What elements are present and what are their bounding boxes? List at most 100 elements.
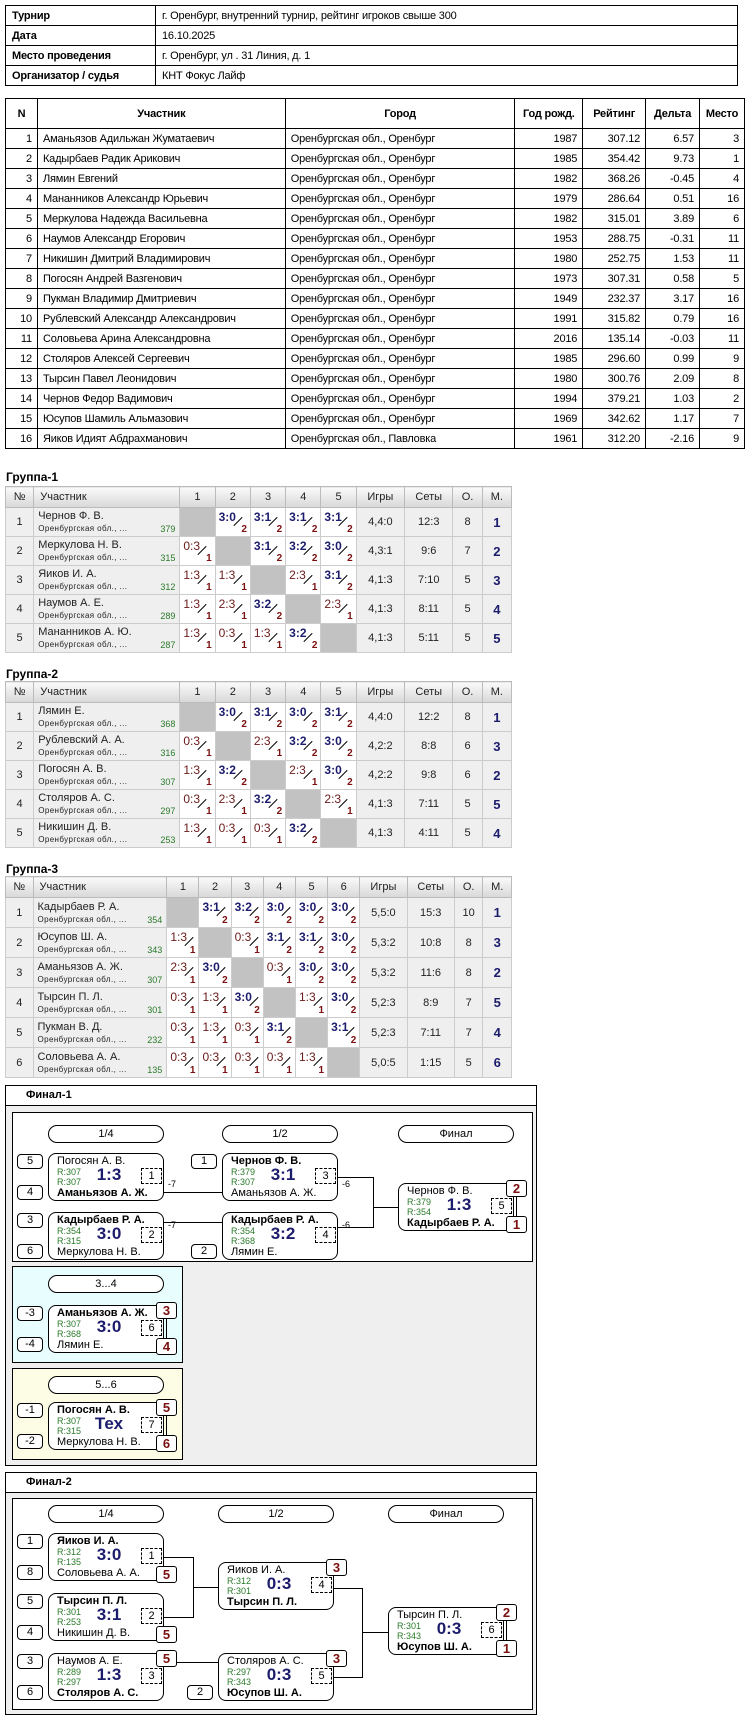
match-result-cell[interactable]: 0:3 1 xyxy=(249,818,287,848)
player-1-name[interactable]: Чернов Ф. В. xyxy=(407,1185,473,1197)
match-result-cell[interactable]: 1:3 1 xyxy=(179,760,216,790)
table-row[interactable]: 5 Меркулова Надежда Васильевна Оренбургска… xyxy=(5,208,745,229)
table-row[interactable]: 11 Соловьева Арина Александровна Оренбургс… xyxy=(5,328,745,349)
match-result-cell[interactable]: 1:3 1 xyxy=(179,623,216,653)
player-name[interactable]: Пукман В. Д. xyxy=(37,1020,103,1033)
match-result-cell[interactable]: 0:3 1 xyxy=(179,536,216,566)
player-1-name[interactable]: Погосян А. В. xyxy=(57,1155,126,1167)
match-result-cell[interactable]: 3:0 2 xyxy=(327,927,361,958)
match-result-cell[interactable]: 0:3 1 xyxy=(214,818,251,848)
player-2-name[interactable]: Аманьязов А. Ж. xyxy=(57,1187,148,1199)
match-result-cell[interactable]: 3:1 2 xyxy=(285,507,322,537)
match-result-cell[interactable]: 0:3 1 xyxy=(230,1047,264,1078)
group-player-cell[interactable]: Рублевский А. А. Оренбургская обл., ... 31… xyxy=(33,731,181,761)
player-2-name[interactable]: Аманьязов А. Ж. xyxy=(231,1187,317,1199)
match-result-cell[interactable]: 3:0 2 xyxy=(230,987,264,1018)
match-result-cell[interactable]: 0:3 1 xyxy=(230,1017,264,1048)
player-1-name[interactable]: Аманьязов А. Ж. xyxy=(57,1307,148,1319)
bracket-match[interactable]: Наумов А. Е. R:289 1:3 R:297 Столяров А. С. 3 xyxy=(48,1653,164,1701)
group-row[interactable]: 2 Юсупов Ш. А. Оренбургская обл., ... 343 1:… xyxy=(5,927,512,958)
match-result-cell[interactable]: 1:3 1 xyxy=(249,623,287,653)
group-player-cell[interactable]: Пукман В. Д. Оренбургская обл., ... 232 xyxy=(32,1017,168,1048)
player-2-name[interactable]: Лямин Е. xyxy=(57,1339,104,1351)
match-result-cell[interactable]: 3:0 2 xyxy=(320,760,357,790)
group-player-cell[interactable]: Меркулова Н. В. Оренбургская обл., ... 315 xyxy=(33,536,181,566)
player-1-name[interactable]: Яиков И. А. xyxy=(57,1535,119,1547)
bracket-match[interactable]: Аманьязов А. Ж. R:307 3:0 R:368 Лямин Е. 6 xyxy=(48,1305,164,1353)
match-result-cell[interactable]: 3:1 2 xyxy=(327,1017,361,1048)
player-1-name[interactable]: Погосян А. В. xyxy=(57,1404,130,1416)
group-player-cell[interactable]: Лямин Е. Оренбургская обл., ... 368 xyxy=(33,702,181,732)
match-result-cell[interactable]: 3:0 2 xyxy=(327,957,361,988)
bracket-match[interactable]: Погосян А. В. R:307 1:3 R:307 Аманьязов А. Ж… xyxy=(48,1153,164,1201)
player-2-name[interactable]: Соловьева А. А. xyxy=(57,1567,140,1579)
group-row[interactable]: 1 Лямин Е. Оренбургская обл., ... 368 3:0 2 3:… xyxy=(4,702,513,732)
group-player-cell[interactable]: Мананников А. Ю. Оренбургская обл., ... 28… xyxy=(33,623,181,653)
bracket-match[interactable]: Кадырбаев Р. А. R:354 3:0 R:315 Меркулова Н.… xyxy=(48,1212,164,1260)
group-row[interactable]: 6 Соловьева А. А. Оренбургская обл., ... 13… xyxy=(5,1047,512,1078)
group-row[interactable]: 3 Погосян А. В. Оренбургская обл., ... 307 1… xyxy=(4,760,513,790)
group-player-cell[interactable]: Наумов А. Е. Оренбургская обл., ... 289 xyxy=(33,594,181,624)
table-row[interactable]: 10 Рублевский Александр Александрович Орен… xyxy=(5,308,745,329)
player-name[interactable]: Юсупов Ш. А. xyxy=(37,930,108,943)
player-name[interactable]: Кадырбаев Р. А. xyxy=(37,900,120,913)
bracket-match[interactable]: Чернов Ф. В. R:379 3:1 R:307 Аманьязов А. Ж.… xyxy=(222,1153,338,1201)
table-row[interactable]: 9 Пукман Владимир Дмитриевич Оренбургская … xyxy=(5,288,745,309)
group-row[interactable]: 3 Яиков И. А. Оренбургская обл., ... 312 1:3… xyxy=(4,565,513,595)
player-2-name[interactable]: Меркулова Н. В. xyxy=(57,1436,141,1448)
group-row[interactable]: 3 Аманьязов А. Ж. Оренбургская обл., ... 30… xyxy=(5,957,512,988)
match-result-cell[interactable]: 3:1 2 xyxy=(249,536,287,566)
group-player-cell[interactable]: Кадырбаев Р. А. Оренбургская обл., ... 354 xyxy=(32,897,168,928)
group-player-cell[interactable]: Чернов Ф. В. Оренбургская обл., ... 379 xyxy=(33,507,181,537)
bracket-match[interactable]: Столяров А. С. R:297 0:3 R:343 Юсупов Ш. А. 5 xyxy=(218,1653,334,1701)
match-result-cell[interactable]: 2:3 1 xyxy=(320,789,357,819)
match-result-cell[interactable]: 1:3 1 xyxy=(294,1047,329,1078)
match-result-cell[interactable]: 2:3 1 xyxy=(249,731,287,761)
match-result-cell[interactable]: 3:0 2 xyxy=(214,702,251,732)
match-result-cell[interactable]: 3:1 2 xyxy=(294,927,329,958)
player-1-name[interactable]: Яиков И. А. xyxy=(227,1564,286,1576)
match-result-cell[interactable]: 3:2 2 xyxy=(249,789,287,819)
group-row[interactable]: 1 Кадырбаев Р. А. Оренбургская обл., ... 35… xyxy=(5,897,512,928)
match-result-cell[interactable]: 3:0 2 xyxy=(214,507,251,537)
player-2-name[interactable]: Юсупов Ш. А. xyxy=(227,1687,302,1699)
group-player-cell[interactable]: Тырсин П. Л. Оренбургская обл., ... 301 xyxy=(32,987,168,1018)
player-2-name[interactable]: Столяров А. С. xyxy=(57,1687,139,1699)
group-player-cell[interactable]: Аманьязов А. Ж. Оренбургская обл., ... 307 xyxy=(32,957,168,988)
player-name[interactable]: Наумов А. Е. xyxy=(38,597,104,609)
players-column-header[interactable]: Место xyxy=(699,98,745,129)
match-result-cell[interactable]: 2:3 1 xyxy=(285,565,322,595)
table-row[interactable]: 1 Аманьязов Адильжан Жуматаевич Оренбургск… xyxy=(5,128,745,149)
player-2-name[interactable]: Юсупов Ш. А. xyxy=(397,1641,472,1653)
match-result-cell[interactable]: 3:2 2 xyxy=(249,594,287,624)
group-row[interactable]: 5 Пукман В. Д. Оренбургская обл., ... 232 0:… xyxy=(5,1017,512,1048)
match-result-cell[interactable]: 3:1 2 xyxy=(262,927,296,958)
match-result-cell[interactable]: 3:0 2 xyxy=(320,731,357,761)
match-result-cell[interactable]: 3:2 2 xyxy=(285,536,322,566)
match-result-cell[interactable]: 1:3 1 xyxy=(179,594,216,624)
table-row[interactable]: 7 Никишин Дмитрий Владимирович Оренбургска… xyxy=(5,248,745,269)
player-1-name[interactable]: Тырсин П. Л. xyxy=(397,1609,463,1621)
player-name[interactable]: Мананников А. Ю. xyxy=(38,626,132,638)
match-result-cell[interactable]: 1:3 1 xyxy=(179,565,216,595)
match-result-cell[interactable]: 3:2 2 xyxy=(214,760,251,790)
bracket-match[interactable]: Погосян А. В. R:307 Тех R:315 Меркулова Н. В… xyxy=(48,1402,164,1450)
group-row[interactable]: 2 Меркулова Н. В. Оренбургская обл., ... 31… xyxy=(4,536,513,566)
player-name[interactable]: Чернов Ф. В. xyxy=(38,510,104,522)
match-result-cell[interactable]: 3:0 2 xyxy=(320,536,357,566)
group-row[interactable]: 4 Наумов А. Е. Оренбургская обл., ... 289 1:… xyxy=(4,594,513,624)
table-row[interactable]: 12 Столяров Алексей Сергеевич Оренбургская… xyxy=(5,348,745,369)
group-player-cell[interactable]: Юсупов Ш. А. Оренбургская обл., ... 343 xyxy=(32,927,168,958)
match-result-cell[interactable]: 3:0 2 xyxy=(327,987,361,1018)
match-result-cell[interactable]: 1:3 1 xyxy=(198,987,232,1018)
player-1-name[interactable]: Наумов А. Е. xyxy=(57,1655,123,1667)
player-name[interactable]: Аманьязов А. Ж. xyxy=(37,960,123,973)
match-result-cell[interactable]: 3:2 2 xyxy=(285,818,322,848)
player-name[interactable]: Меркулова Н. В. xyxy=(38,539,122,551)
player-name[interactable]: Яиков И. А. xyxy=(38,568,97,580)
match-result-cell[interactable]: 3:0 2 xyxy=(294,897,329,928)
players-column-header[interactable]: Рейтинг xyxy=(582,98,647,129)
player-2-name[interactable]: Тырсин П. Л. xyxy=(227,1596,298,1608)
player-name[interactable]: Столяров А. С. xyxy=(38,792,115,804)
match-result-cell[interactable]: 0:3 1 xyxy=(262,1047,296,1078)
